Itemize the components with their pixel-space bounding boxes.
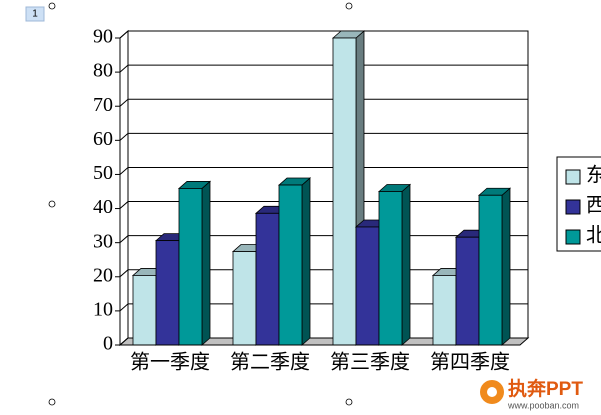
y-tick-label: 0: [103, 333, 113, 355]
y-tick-label: 10: [93, 298, 113, 320]
bar-front: [132, 275, 157, 346]
grid-line: [119, 166, 528, 175]
bar: [177, 180, 212, 346]
watermark-url: www.pooban.com: [507, 400, 579, 410]
bar-front: [478, 194, 503, 346]
page-badge: [25, 6, 45, 22]
bar-front: [432, 275, 457, 346]
bar-side: [401, 183, 411, 346]
bar-front: [355, 226, 380, 346]
bar-side: [501, 187, 511, 346]
grid-line: [119, 98, 528, 107]
bar-front: [278, 184, 303, 346]
bar-front: [455, 236, 480, 346]
page-number: 1: [32, 9, 38, 20]
x-tick-label: 第四季度: [430, 351, 510, 374]
watermark-brand: 执奔PPT: [508, 377, 583, 400]
bar-front: [155, 240, 180, 346]
legend-swatch: [565, 199, 581, 215]
bar: [377, 183, 412, 346]
y-tick-label: 60: [93, 128, 113, 150]
bar: [277, 177, 312, 346]
legend-label: 西: [586, 195, 601, 217]
y-tick-label: 90: [93, 26, 113, 48]
bar-front: [232, 251, 257, 346]
x-tick-label: 第二季度: [230, 351, 310, 374]
y-tick-label: 70: [93, 94, 113, 116]
y-tick-label: 50: [93, 162, 113, 184]
selection-handles: [48, 2, 353, 406]
legend-label: 北: [586, 224, 601, 247]
y-tick-label: 40: [93, 196, 113, 218]
side-wall: [119, 29, 129, 347]
grid-line: [119, 64, 528, 73]
x-tick-label: 第三季度: [330, 351, 410, 374]
bar-front: [255, 212, 280, 346]
legend-swatch: [565, 229, 581, 245]
bar-front: [332, 37, 357, 346]
y-tick-label: 80: [93, 60, 113, 82]
bar-front: [178, 188, 203, 346]
y-tick-label: 20: [93, 264, 113, 286]
legend-swatch: [565, 169, 581, 185]
x-tick-label: 第一季度: [130, 351, 210, 374]
grid-line: [119, 132, 528, 141]
watermark: 执奔PPT www.pooban.com: [480, 377, 583, 410]
grid-line: [119, 30, 528, 39]
bar-side: [201, 180, 211, 346]
y-tick-label: 30: [93, 230, 113, 252]
bar: [477, 187, 512, 346]
legend-label: 东: [586, 164, 601, 187]
bar-side: [301, 177, 311, 346]
bar-front: [378, 191, 403, 346]
